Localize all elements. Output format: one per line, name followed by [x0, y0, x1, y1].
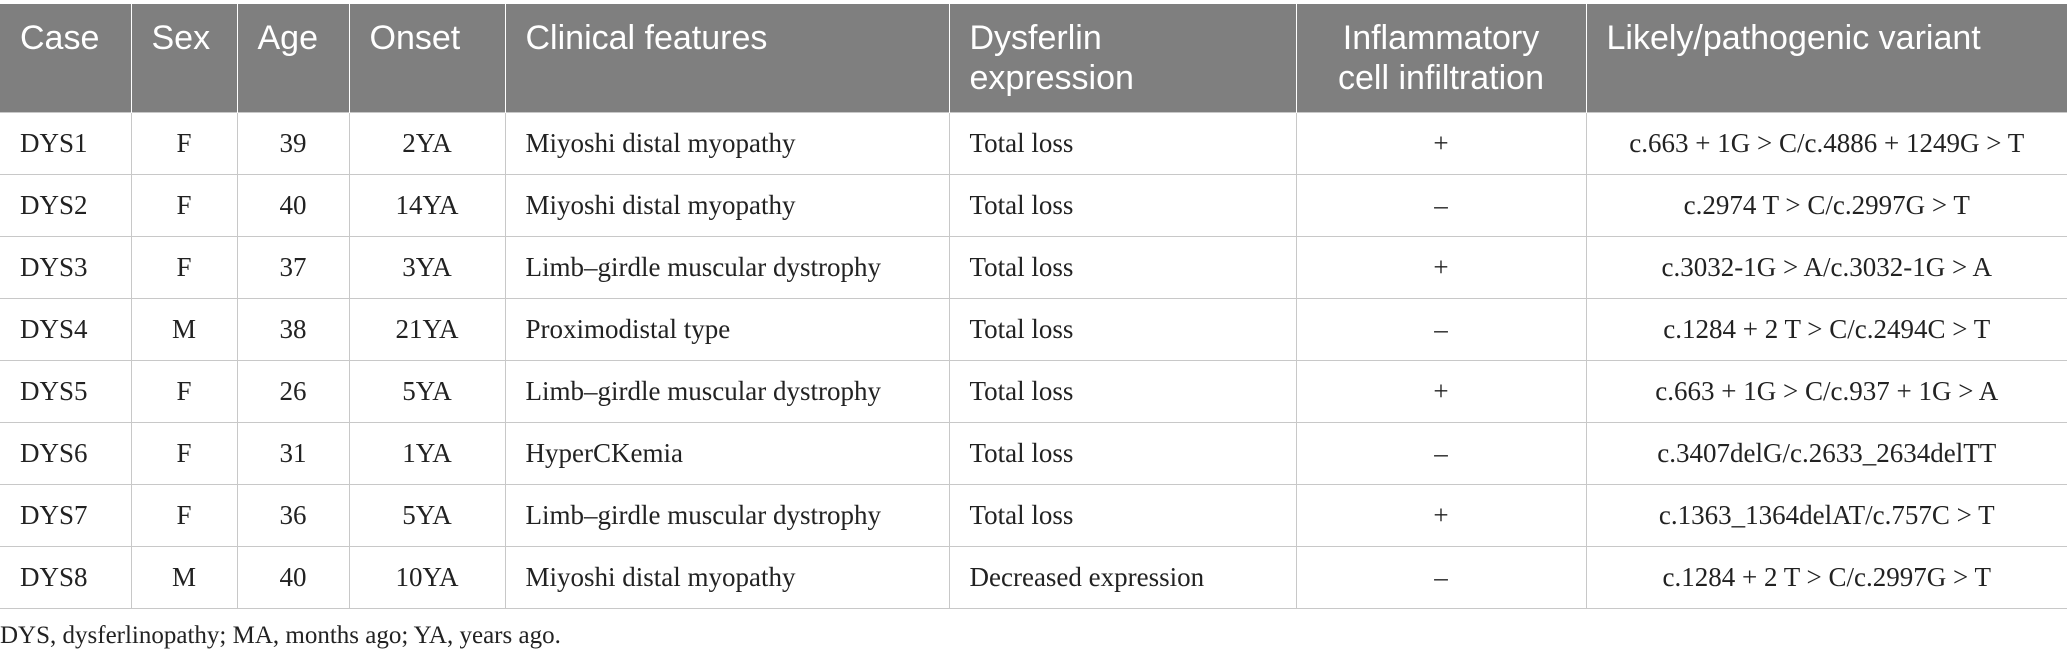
- cell-variant: c.1363_1364delAT/c.757C > T: [1585, 484, 2067, 547]
- cell-variant: c.3032-1G > A/c.3032-1G > A: [1585, 236, 2067, 299]
- cell-case: DYS4: [0, 298, 132, 361]
- table-footnote: DYS, dysferlinopathy; MA, months ago; YA…: [0, 622, 561, 649]
- cell-variant: c.3407delG/c.2633_2634delTT: [1585, 422, 2067, 485]
- cell-clinical-features: Miyoshi distal myopathy: [504, 174, 950, 237]
- cell-sex: F: [130, 112, 238, 175]
- cell-variant: c.663 + 1G > C/c.937 + 1G > A: [1585, 360, 2067, 423]
- cell-dysferlin-expression: Total loss: [948, 298, 1297, 361]
- cell-dysferlin-expression: Decreased expression: [948, 546, 1297, 609]
- header-sex: Sex: [130, 4, 237, 113]
- cell-age: 31: [236, 422, 350, 485]
- cell-onset: 14YA: [348, 174, 506, 237]
- table-row: DYS1 F 39 2YA Miyoshi distal myopathy Total l…: [0, 112, 2067, 175]
- cell-onset: 1YA: [348, 422, 506, 485]
- cell-variant: c.2974 T > C/c.2997G > T: [1585, 174, 2067, 237]
- header-variant: Likely/pathogenic variant: [1585, 4, 2067, 113]
- cell-case: DYS7: [0, 484, 132, 547]
- cell-dysferlin-expression: Total loss: [948, 174, 1297, 237]
- cell-clinical-features: Proximodistal type: [504, 298, 950, 361]
- table-row: DYS8 M 40 10YA Miyoshi distal myopathy Decrea…: [0, 546, 2067, 609]
- cell-dysferlin-expression: Total loss: [948, 112, 1297, 175]
- cell-case: DYS3: [0, 236, 132, 299]
- data-table-container: Case Sex Age Onset Clinical features Dys…: [0, 4, 2067, 609]
- cell-dysferlin-expression: Total loss: [948, 236, 1297, 299]
- cell-case: DYS2: [0, 174, 132, 237]
- cell-clinical-features: Limb–girdle muscular dystrophy: [504, 360, 950, 423]
- cell-sex: F: [130, 484, 238, 547]
- table-row: DYS6 F 31 1YA HyperCKemia Total loss – c.3407de…: [0, 422, 2067, 485]
- table-row: DYS5 F 26 5YA Limb–girdle muscular dystrophy…: [0, 360, 2067, 423]
- header-case: Case: [0, 4, 131, 113]
- cell-onset: 2YA: [348, 112, 506, 175]
- cell-age: 39: [236, 112, 350, 175]
- cell-sex: F: [130, 236, 238, 299]
- table-body: DYS1 F 39 2YA Miyoshi distal myopathy Total l…: [0, 112, 2067, 609]
- cell-clinical-features: Miyoshi distal myopathy: [504, 112, 950, 175]
- cell-inflammatory-infiltration: +: [1295, 236, 1587, 299]
- table-row: DYS2 F 40 14YA Miyoshi distal myopathy Total …: [0, 174, 2067, 237]
- cell-clinical-features: Miyoshi distal myopathy: [504, 546, 950, 609]
- cell-sex: M: [130, 298, 238, 361]
- cell-dysferlin-expression: Total loss: [948, 484, 1297, 547]
- header-onset: Onset: [348, 4, 505, 113]
- cell-clinical-features: Limb–girdle muscular dystrophy: [504, 236, 950, 299]
- cell-case: DYS6: [0, 422, 132, 485]
- cell-age: 40: [236, 174, 350, 237]
- cell-age: 38: [236, 298, 350, 361]
- cell-onset: 5YA: [348, 484, 506, 547]
- cell-case: DYS5: [0, 360, 132, 423]
- cell-dysferlin-expression: Total loss: [948, 360, 1297, 423]
- cell-sex: F: [130, 360, 238, 423]
- cell-age: 36: [236, 484, 350, 547]
- cell-inflammatory-infiltration: +: [1295, 484, 1587, 547]
- cell-case: DYS8: [0, 546, 132, 609]
- table-row: DYS3 F 37 3YA Limb–girdle muscular dystrophy…: [0, 236, 2067, 299]
- cell-inflammatory-infiltration: –: [1295, 174, 1587, 237]
- cell-inflammatory-infiltration: –: [1295, 546, 1587, 609]
- cell-variant: c.1284 + 2 T > C/c.2494C > T: [1585, 298, 2067, 361]
- cell-variant: c.663 + 1G > C/c.4886 + 1249G > T: [1585, 112, 2067, 175]
- header-row: Case Sex Age Onset Clinical features Dys…: [0, 4, 2067, 113]
- header-clinical-features: Clinical features: [504, 4, 949, 113]
- cell-clinical-features: HyperCKemia: [504, 422, 950, 485]
- header-age: Age: [236, 4, 349, 113]
- cell-variant: c.1284 + 2 T > C/c.2997G > T: [1585, 546, 2067, 609]
- cell-sex: F: [130, 174, 238, 237]
- table-row: DYS7 F 36 5YA Limb–girdle muscular dystrophy…: [0, 484, 2067, 547]
- cell-sex: F: [130, 422, 238, 485]
- header-dysferlin-expression: Dysferlin expression: [948, 4, 1296, 113]
- cell-onset: 5YA: [348, 360, 506, 423]
- patient-table: Case Sex Age Onset Clinical features Dys…: [0, 4, 2067, 609]
- cell-case: DYS1: [0, 112, 132, 175]
- cell-inflammatory-infiltration: +: [1295, 112, 1587, 175]
- cell-inflammatory-infiltration: +: [1295, 360, 1587, 423]
- cell-onset: 10YA: [348, 546, 506, 609]
- cell-sex: M: [130, 546, 238, 609]
- table-row: DYS4 M 38 21YA Proximodistal type Total loss –…: [0, 298, 2067, 361]
- cell-age: 26: [236, 360, 350, 423]
- header-inflammatory-infiltration: Inflammatory cell infiltration: [1295, 4, 1586, 113]
- cell-onset: 21YA: [348, 298, 506, 361]
- cell-inflammatory-infiltration: –: [1295, 298, 1587, 361]
- cell-onset: 3YA: [348, 236, 506, 299]
- cell-age: 40: [236, 546, 350, 609]
- cell-dysferlin-expression: Total loss: [948, 422, 1297, 485]
- cell-inflammatory-infiltration: –: [1295, 422, 1587, 485]
- cell-clinical-features: Limb–girdle muscular dystrophy: [504, 484, 950, 547]
- cell-age: 37: [236, 236, 350, 299]
